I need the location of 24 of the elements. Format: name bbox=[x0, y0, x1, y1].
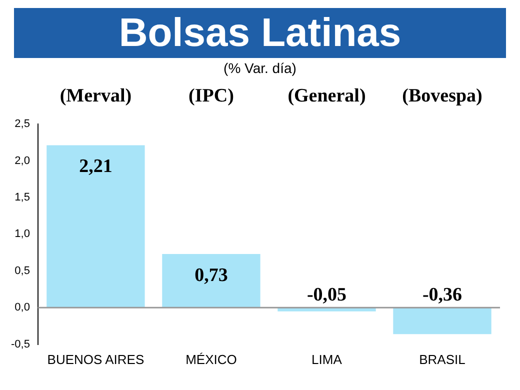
y-tick-label: 0,0 bbox=[14, 302, 30, 314]
bar bbox=[393, 308, 492, 334]
x-tick-label: MÉXICO bbox=[186, 352, 237, 367]
bar bbox=[162, 254, 260, 308]
y-tick-label: 2,0 bbox=[14, 154, 30, 167]
data-label: 2,21 bbox=[79, 156, 112, 178]
data-label: -0,05 bbox=[306, 284, 347, 306]
chart-subtitle: (% Var. día) bbox=[222, 60, 298, 76]
x-tick-label: LIMA bbox=[312, 352, 342, 367]
text: (Bovespa) bbox=[402, 85, 482, 106]
text: (IPC) bbox=[188, 85, 234, 106]
text: (Merval) bbox=[60, 85, 132, 106]
y-tick-label: 1,0 bbox=[14, 228, 30, 240]
x-tick-label: BRASIL bbox=[419, 352, 466, 367]
data-label: 0,73 bbox=[194, 264, 228, 286]
y-tick-label: -0,5 bbox=[10, 338, 30, 350]
y-tick-label: 1,5 bbox=[14, 192, 30, 204]
data-label: -0,36 bbox=[422, 284, 462, 306]
y-tick-label: 2,5 bbox=[14, 118, 30, 130]
y-tick-label: 0,5 bbox=[14, 264, 30, 277]
chart-title: Bolsas Latinas bbox=[14, 8, 506, 58]
bar bbox=[46, 145, 145, 308]
text: (General) bbox=[288, 85, 366, 106]
x-tick-label: BUENOS AIRES bbox=[47, 352, 144, 367]
